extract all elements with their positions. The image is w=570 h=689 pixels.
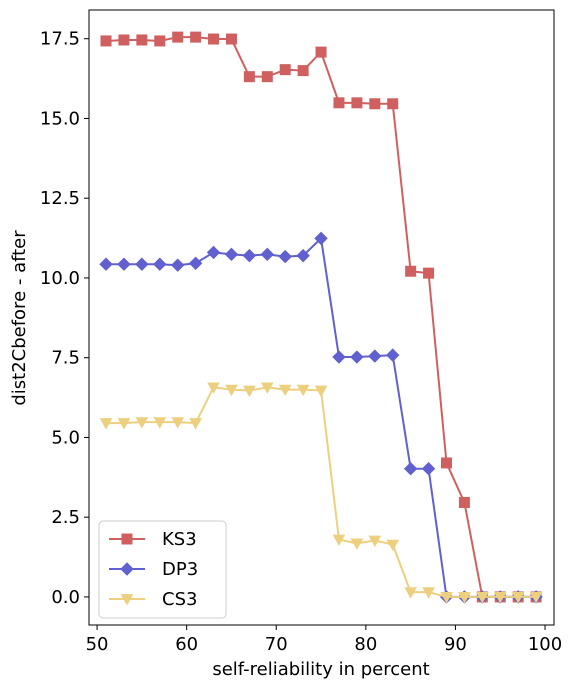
legend: KS3 DP3 CS3	[98, 520, 227, 619]
data-point-dp3	[170, 258, 185, 272]
data-point-cs3	[278, 384, 292, 397]
legend-marker-cs3	[120, 594, 134, 606]
data-point-ks3	[458, 497, 470, 509]
data-point-cs3	[117, 418, 131, 430]
data-point-cs3	[350, 538, 364, 550]
y-tick-label: 5.0	[51, 427, 80, 448]
data-point-cs3	[99, 418, 113, 430]
x-tick-label: 70	[265, 634, 288, 655]
data-point-ks3	[243, 71, 255, 83]
data-point-cs3	[135, 417, 149, 429]
data-point-ks3	[279, 64, 291, 76]
data-point-ks3	[100, 35, 112, 47]
data-point-dp3	[296, 248, 310, 263]
legend-marker-dp3	[120, 562, 134, 576]
plot-frame	[88, 9, 555, 626]
data-point-ks3	[351, 97, 363, 109]
y-tick-label: 10.0	[40, 268, 80, 289]
data-point-dp3	[332, 350, 346, 364]
data-point-cs3	[493, 592, 507, 604]
data-point-ks3	[405, 265, 417, 277]
data-point-dp3	[224, 247, 239, 262]
data-point-ks3	[387, 98, 399, 110]
data-point-dp3	[260, 247, 275, 262]
data-point-dp3	[368, 349, 382, 363]
data-point-dp3	[386, 348, 400, 362]
series-line-ks3	[105, 36, 537, 598]
data-point-cs3	[511, 592, 525, 604]
data-point-dp3	[403, 461, 418, 476]
y-tick-label: 0.0	[51, 587, 80, 608]
data-point-cs3	[314, 385, 328, 398]
data-point-ks3	[190, 31, 202, 43]
data-point-cs3	[260, 382, 274, 394]
data-point-ks3	[315, 46, 327, 58]
data-point-ks3	[154, 35, 166, 47]
data-point-dp3	[188, 256, 203, 270]
data-point-dp3	[242, 248, 257, 263]
data-point-ks3	[333, 97, 345, 109]
data-point-cs3	[440, 592, 453, 604]
data-point-dp3	[117, 257, 131, 271]
data-point-cs3	[404, 587, 417, 599]
x-tick-label: 80	[354, 634, 377, 655]
legend-label-ks3: KS3	[162, 529, 197, 550]
data-point-cs3	[243, 385, 256, 398]
data-point-dp3	[99, 257, 113, 271]
data-point-ks3	[297, 65, 309, 77]
legend-label-cs3: CS3	[162, 589, 197, 610]
data-point-cs3	[171, 417, 185, 429]
data-point-cs3	[422, 587, 435, 599]
y-axis-label: dist2Cbefore - after	[9, 230, 30, 406]
x-tick-label: 50	[86, 634, 109, 655]
data-point-ks3	[225, 33, 237, 45]
x-axis-label: self-reliability in percent	[212, 659, 429, 680]
data-point-ks3	[208, 33, 220, 45]
data-point-cs3	[475, 592, 489, 604]
legend-marker-ks3	[121, 533, 133, 545]
data-point-dp3	[421, 461, 436, 476]
data-point-cs3	[153, 417, 167, 429]
data-point-cs3	[529, 592, 543, 604]
data-point-cs3	[296, 384, 310, 397]
data-point-ks3	[172, 31, 184, 43]
y-tick-label: 7.5	[51, 348, 80, 369]
legend-label-dp3: DP3	[162, 559, 198, 580]
data-point-cs3	[189, 418, 202, 430]
y-tick-label: 17.5	[40, 29, 80, 50]
data-point-dp3	[135, 257, 149, 271]
data-point-ks3	[261, 71, 273, 83]
data-point-ks3	[440, 457, 452, 469]
data-point-ks3	[423, 267, 435, 279]
data-point-cs3	[458, 592, 471, 604]
y-tick-label: 2.5	[51, 507, 80, 528]
x-tick-label: 100	[528, 634, 562, 655]
data-point-cs3	[207, 382, 220, 394]
data-point-dp3	[206, 245, 221, 260]
data-point-ks3	[118, 34, 130, 46]
y-tick-label: 12.5	[40, 188, 80, 209]
data-point-ks3	[369, 98, 381, 110]
data-point-cs3	[386, 539, 400, 552]
legend-box	[98, 520, 227, 619]
data-point-dp3	[278, 249, 292, 264]
y-tick-label: 15.0	[40, 108, 80, 129]
data-point-dp3	[314, 231, 328, 246]
data-point-ks3	[136, 34, 148, 46]
x-tick-label: 60	[175, 634, 198, 655]
data-point-dp3	[350, 350, 364, 364]
data-point-cs3	[368, 535, 382, 547]
data-point-cs3	[225, 384, 238, 397]
data-point-cs3	[332, 534, 346, 547]
data-point-dp3	[153, 257, 167, 271]
x-tick-label: 90	[444, 634, 467, 655]
